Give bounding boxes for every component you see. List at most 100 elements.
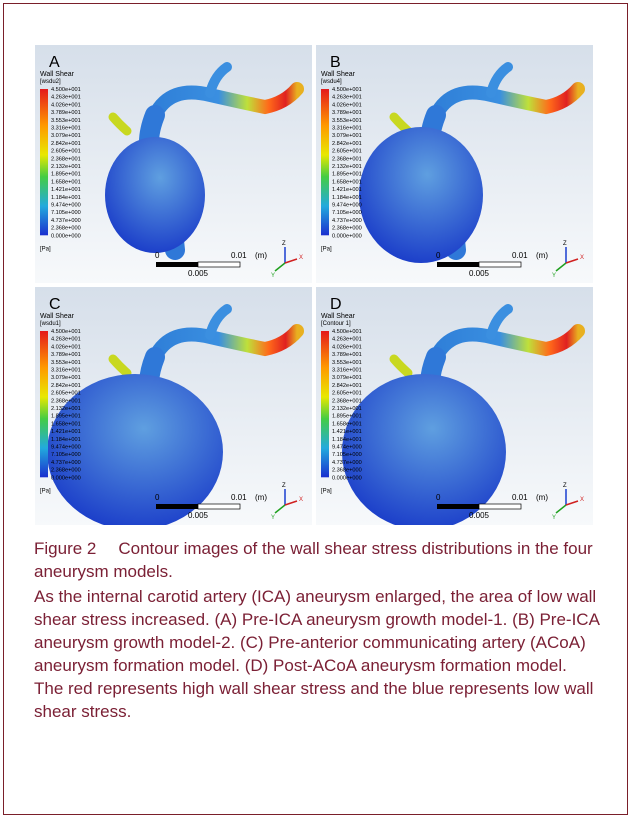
legend-value: 3.316e+001 — [51, 368, 81, 374]
legend-value: 3.316e+001 — [51, 126, 81, 132]
legend-value: 3.553e+001 — [51, 118, 81, 124]
legend-value: 1.421e+001 — [51, 429, 81, 435]
scale-bar-black — [156, 262, 198, 267]
legend-value: 2.368e+001 — [51, 398, 81, 404]
legend-value: 4.026e+001 — [332, 102, 362, 108]
legend-value: 1.421e+001 — [51, 187, 81, 193]
legend-value: 9.474e+000 — [332, 203, 362, 209]
color-bar — [321, 331, 329, 477]
color-bar — [40, 89, 48, 235]
legend-value: 3.316e+001 — [332, 126, 362, 132]
caption-text: Contour images of the wall shear stress … — [34, 539, 593, 581]
legend-value: 4.263e+001 — [332, 337, 362, 343]
axis-x-label: X — [299, 255, 303, 261]
legend-value: 1.658e+001 — [51, 421, 81, 427]
legend-value: 9.474e+000 — [51, 445, 81, 451]
scale-bar-white — [198, 262, 240, 267]
scale-end: 0.01 — [231, 493, 247, 502]
legend-value: 4.737e+000 — [51, 460, 81, 466]
legend-value: 2.368e+000 — [51, 468, 81, 474]
scale-end: 0.01 — [231, 251, 247, 260]
scale-unit: (m) — [536, 251, 548, 260]
axis-y-label: Y — [271, 273, 275, 279]
legend-value: 9.474e+000 — [332, 445, 362, 451]
scale-start: 0 — [436, 493, 441, 502]
legend-unit: [Pa] — [40, 488, 51, 494]
panel-label: B — [330, 54, 341, 71]
axis-x-label: X — [580, 255, 584, 261]
legend-subtitle: [Contour 1] — [321, 321, 351, 327]
page: {"figure": { "panels": [ {"label": "A", … — [0, 0, 633, 820]
legend-value: 4.737e+000 — [51, 218, 81, 224]
scale-end: 0.01 — [512, 493, 528, 502]
legend-value: 2.842e+001 — [51, 383, 81, 389]
legend-unit: [Pa] — [40, 246, 51, 252]
legend-value: 1.421e+001 — [332, 187, 362, 193]
scale-bar-white — [479, 504, 521, 509]
legend-value: 2.368e+001 — [332, 398, 362, 404]
legend-value: 1.895e+001 — [51, 172, 81, 178]
legend-value: 7.105e+000 — [51, 210, 81, 216]
legend-value: 3.316e+001 — [332, 368, 362, 374]
scale-unit: (m) — [255, 493, 267, 502]
caption-label: Figure 2 — [34, 539, 96, 558]
legend-value: 1.895e+001 — [51, 414, 81, 420]
legend-value: 1.421e+001 — [332, 429, 362, 435]
legend-value: 1.895e+001 — [332, 414, 362, 420]
legend-value: 4.026e+001 — [51, 102, 81, 108]
legend-value: 1.184e+001 — [51, 195, 81, 201]
legend-value: 3.553e+001 — [51, 360, 81, 366]
legend-value: 4.500e+001 — [51, 329, 81, 335]
legend-value: 4.263e+001 — [51, 337, 81, 343]
legend-value: 2.368e+000 — [51, 226, 81, 232]
axis-z-label: Z — [282, 241, 286, 247]
legend-value: 2.605e+001 — [51, 149, 81, 155]
legend-value: 4.026e+001 — [332, 344, 362, 350]
legend-value: 2.132e+001 — [332, 406, 362, 412]
legend-value: 1.184e+001 — [51, 437, 81, 443]
legend-title: Wall Shear — [321, 71, 356, 78]
panel-label: A — [49, 54, 60, 71]
scale-mid: 0.005 — [469, 511, 490, 520]
legend-subtitle: [wsdu2] — [40, 79, 61, 85]
axis-z-label: Z — [563, 483, 567, 489]
legend-value: 4.737e+000 — [332, 460, 362, 466]
legend-value: 4.263e+001 — [51, 95, 81, 101]
legend-value: 4.500e+001 — [51, 87, 81, 93]
legend-subtitle: [wsdu4] — [321, 79, 342, 85]
legend-value: 2.132e+001 — [332, 164, 362, 170]
legend-value: 7.105e+000 — [332, 210, 362, 216]
aneurysm — [342, 374, 506, 525]
legend-value: 2.132e+001 — [51, 406, 81, 412]
scale-unit: (m) — [536, 493, 548, 502]
axis-y-label: Y — [552, 273, 556, 279]
aneurysm — [105, 137, 205, 253]
legend-value: 0.000e+000 — [332, 475, 362, 481]
scale-bar-black — [156, 504, 198, 509]
scale-start: 0 — [155, 493, 160, 502]
legend-value: 3.789e+001 — [332, 352, 362, 358]
legend-value: 4.500e+001 — [332, 329, 362, 335]
legend-value: 7.105e+000 — [51, 452, 81, 458]
legend-value: 2.368e+001 — [332, 156, 362, 162]
legend-value: 0.000e+000 — [51, 475, 81, 481]
legend-value: 2.605e+001 — [332, 391, 362, 397]
legend-value: 2.842e+001 — [332, 141, 362, 147]
legend-value: 0.000e+000 — [51, 233, 81, 239]
legend-value: 3.789e+001 — [332, 110, 362, 116]
legend-value: 2.368e+000 — [332, 226, 362, 232]
legend-value: 4.737e+000 — [332, 218, 362, 224]
aneurysm — [359, 127, 483, 263]
legend-value: 3.079e+001 — [51, 133, 81, 139]
legend-value: 9.474e+000 — [51, 203, 81, 209]
legend-value: 7.105e+000 — [332, 452, 362, 458]
axis-x-label: X — [299, 497, 303, 503]
legend-value: 1.658e+001 — [332, 179, 362, 185]
scale-mid: 0.005 — [188, 269, 209, 278]
legend-value: 1.658e+001 — [332, 421, 362, 427]
